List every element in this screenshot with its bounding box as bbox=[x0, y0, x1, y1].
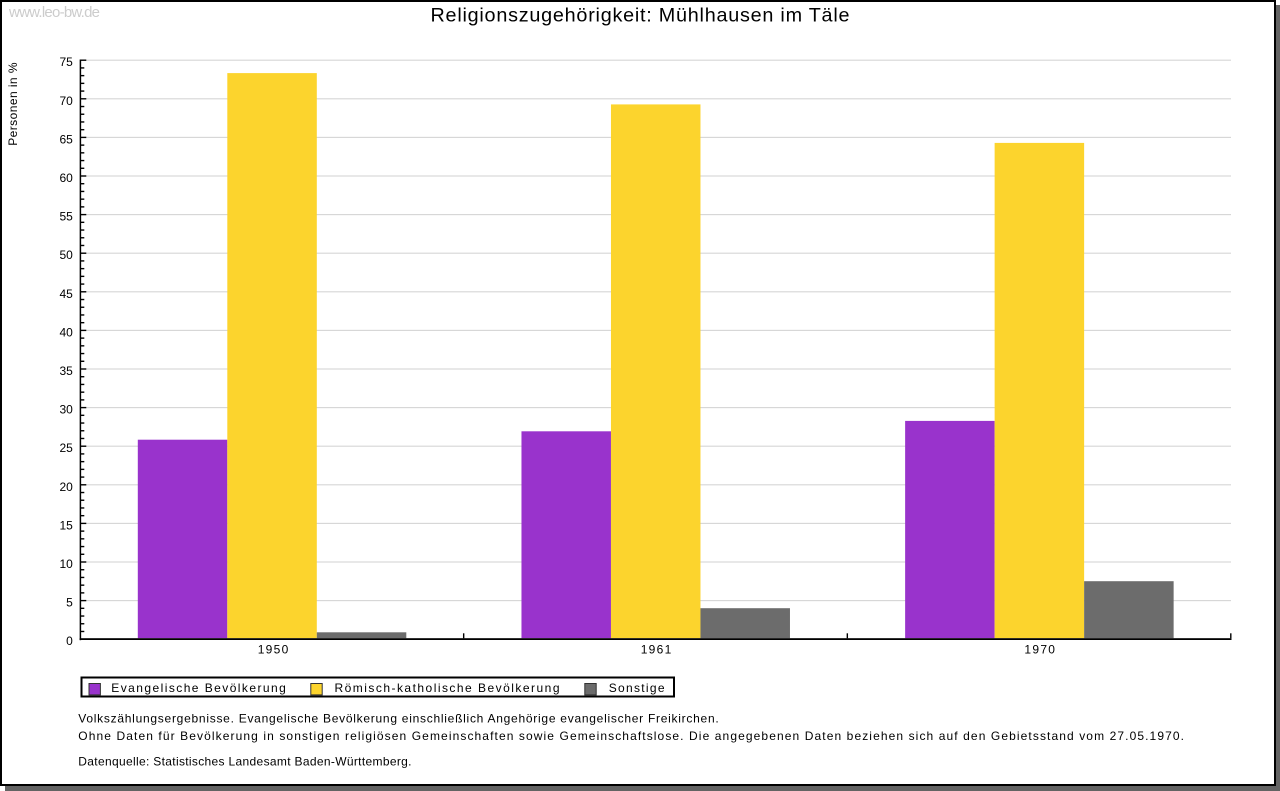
svg-text:70: 70 bbox=[59, 94, 73, 108]
svg-text:55: 55 bbox=[59, 210, 73, 224]
svg-text:20: 20 bbox=[59, 480, 73, 494]
svg-text:Datenquelle: Statistisches Lan: Datenquelle: Statistisches Landesamt Bad… bbox=[78, 754, 411, 768]
svg-text:Römisch-katholische Bevölkerun: Römisch-katholische Bevölkerung bbox=[335, 681, 560, 695]
svg-text:30: 30 bbox=[59, 403, 73, 417]
svg-text:1950: 1950 bbox=[258, 643, 289, 657]
svg-text:75: 75 bbox=[59, 55, 73, 69]
svg-text:60: 60 bbox=[59, 171, 73, 185]
svg-text:65: 65 bbox=[59, 132, 73, 146]
svg-text:25: 25 bbox=[59, 441, 73, 455]
svg-text:45: 45 bbox=[59, 287, 73, 301]
svg-text:40: 40 bbox=[59, 325, 73, 339]
svg-text:50: 50 bbox=[59, 248, 73, 262]
svg-text:Sonstige: Sonstige bbox=[609, 681, 665, 695]
svg-text:0: 0 bbox=[66, 634, 73, 648]
svg-text:1961: 1961 bbox=[641, 643, 672, 657]
svg-text:10: 10 bbox=[59, 557, 73, 571]
svg-text:Personen in %: Personen in % bbox=[6, 62, 20, 146]
svg-text:www.leo-bw.de: www.leo-bw.de bbox=[8, 4, 100, 21]
svg-text:35: 35 bbox=[59, 364, 73, 378]
svg-text:Religionszugehörigkeit: Mühlha: Religionszugehörigkeit: Mühlhausen im Tä… bbox=[431, 4, 850, 26]
svg-text:Ohne Daten für Bevölkerung in: Ohne Daten für Bevölkerung in sonstigen … bbox=[78, 729, 1184, 743]
svg-text:15: 15 bbox=[59, 518, 73, 532]
svg-text:5: 5 bbox=[66, 596, 73, 610]
svg-text:1970: 1970 bbox=[1024, 643, 1055, 657]
svg-text:Volkszählungsergebnisse. Evang: Volkszählungsergebnisse. Evangelische Be… bbox=[78, 712, 718, 726]
